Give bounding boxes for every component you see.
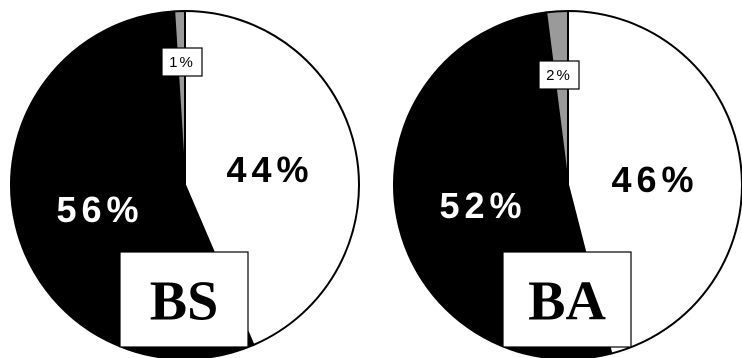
chart-name-box (502, 251, 632, 348)
pie-chart-bs: 44% 56% 1% BS (10, 9, 360, 358)
slice-label: 1% (169, 54, 195, 71)
slice-label: 46% (611, 159, 698, 200)
slice-label-box (538, 60, 580, 90)
slice-label-box (161, 47, 203, 77)
pie-chart-ba: 46% 52% 2% BA (392, 9, 742, 358)
chart-name-label: BA (528, 271, 606, 333)
chart-name-label: BS (150, 271, 219, 333)
chart-name-box (119, 251, 249, 348)
slice-label: 2% (546, 67, 572, 84)
slice-label: 44% (226, 149, 313, 190)
slice-label: 56% (56, 189, 143, 230)
slice-label: 52% (439, 185, 526, 226)
pie-slice (545, 9, 569, 186)
